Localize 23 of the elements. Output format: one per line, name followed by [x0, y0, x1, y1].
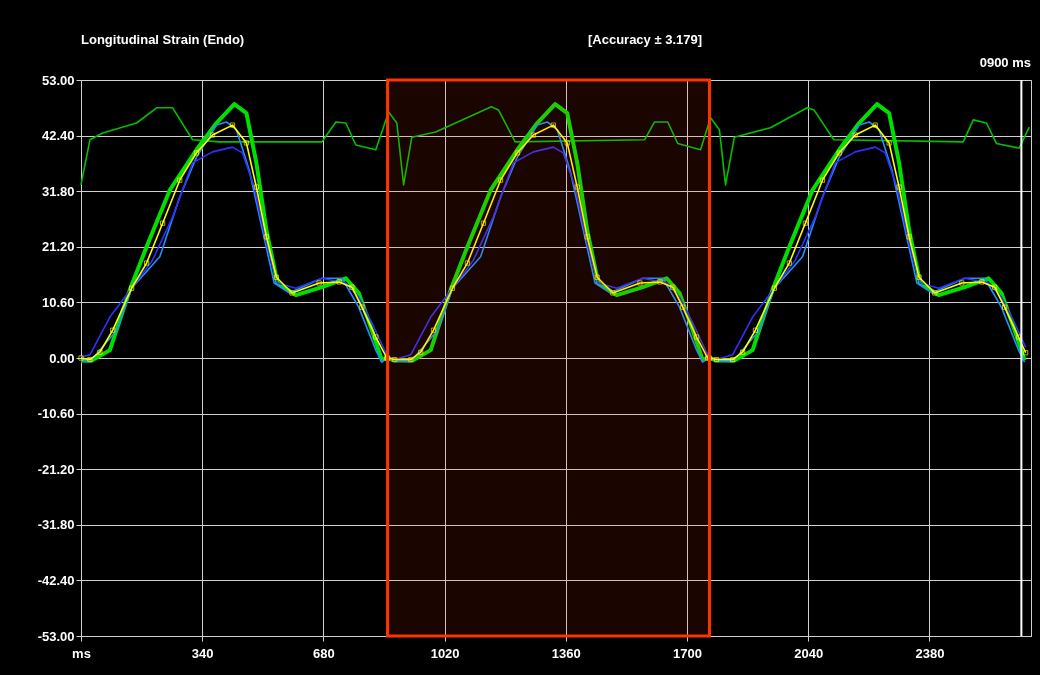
x-tick-label: 1020 [430, 645, 460, 661]
chart-title: Longitudinal Strain (Endo) [81, 32, 245, 47]
y-tick-label: 31.80 [41, 183, 75, 199]
x-tick-label: 1360 [551, 645, 581, 661]
x-tick-label: 680 [313, 645, 335, 661]
y-tick-label: -31.80 [37, 517, 75, 533]
x-tick-label: 1700 [673, 645, 702, 661]
y-tick-label: -42.40 [37, 572, 75, 588]
y-tick-label: -10.60 [37, 406, 75, 422]
y-tick-label: 0.00 [49, 350, 75, 366]
x-tick-label: 340 [191, 645, 214, 661]
x-tick-label: 2040 [794, 645, 824, 661]
x-tick-label: ms [72, 645, 91, 661]
y-tick-label: -21.20 [37, 461, 75, 477]
y-tick-label: 53.00 [41, 72, 75, 88]
y-tick-label: -53.00 [37, 628, 75, 644]
text: [Accuracy ± 3.179] [587, 32, 703, 47]
y-tick-label: 21.20 [41, 239, 75, 255]
y-tick-label: 42.40 [41, 128, 75, 144]
x-tick-label: 2380 [915, 645, 945, 661]
y-tick-label: 10.60 [41, 294, 75, 310]
text: 0900 ms [979, 55, 1031, 70]
line-series [80, 105, 1031, 186]
